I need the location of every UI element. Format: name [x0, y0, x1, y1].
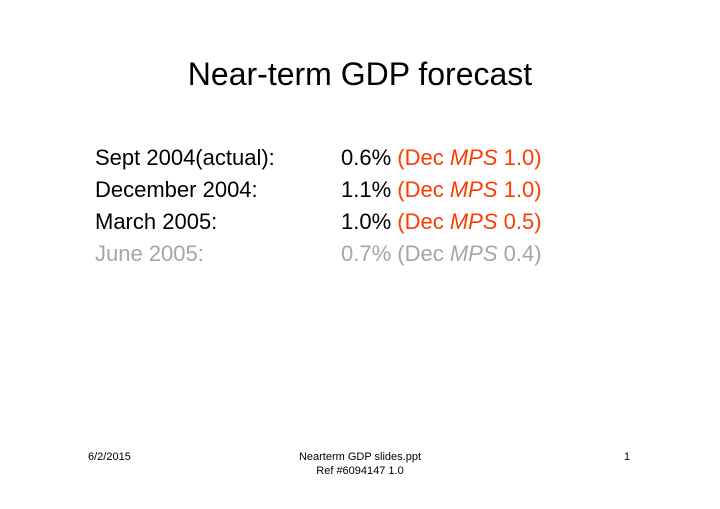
- row-label: March 2005:: [95, 209, 218, 234]
- mps-note: (Dec MPS 0.5): [397, 209, 541, 234]
- forecast-value: 1.1%: [341, 177, 392, 202]
- footer-filename: Nearterm GDP slides.ppt: [298, 451, 422, 463]
- row-value: 0.7% (Dec MPS 0.4): [341, 238, 542, 270]
- row-label: June 2005:: [95, 241, 204, 266]
- mps-note: (Dec MPS 1.0): [397, 177, 541, 202]
- row-value: 0.6% (Dec MPS 1.0): [341, 142, 542, 174]
- note-suffix: 0.4): [497, 241, 542, 266]
- footer-page-number: 1: [624, 451, 631, 463]
- note-suffix: 1.0): [497, 145, 542, 170]
- note-mps: MPS: [449, 241, 498, 266]
- row-label: December 2004:: [95, 177, 258, 202]
- footer-date: 6/2/2015: [88, 451, 131, 463]
- note-suffix: 0.5): [497, 209, 542, 234]
- row-label: Sept 2004(actual):: [95, 145, 275, 170]
- note-suffix: 1.0): [497, 177, 542, 202]
- note-prefix: (Dec: [397, 241, 450, 266]
- note-mps: MPS: [449, 145, 498, 170]
- slide-title: Near-term GDP forecast: [187, 56, 533, 92]
- row-value: 1.1% (Dec MPS 1.0): [341, 174, 542, 206]
- forecast-value: 1.0%: [341, 209, 392, 234]
- note-prefix: (Dec: [397, 177, 450, 202]
- mps-note: (Dec MPS 0.4): [397, 241, 541, 266]
- note-mps: MPS: [449, 177, 498, 202]
- footer-reference: Ref #6094147 1.0: [316, 465, 404, 477]
- row-value: 1.0% (Dec MPS 0.5): [341, 206, 542, 238]
- mps-note: (Dec MPS 1.0): [397, 145, 541, 170]
- note-prefix: (Dec: [397, 145, 450, 170]
- footer-center: Nearterm GDP slides.ppt Ref #6094147 1.0: [0, 450, 720, 478]
- note-prefix: (Dec: [397, 209, 450, 234]
- note-mps: MPS: [449, 209, 498, 234]
- forecast-value: 0.6%: [341, 145, 392, 170]
- forecast-value: 0.7%: [341, 241, 392, 266]
